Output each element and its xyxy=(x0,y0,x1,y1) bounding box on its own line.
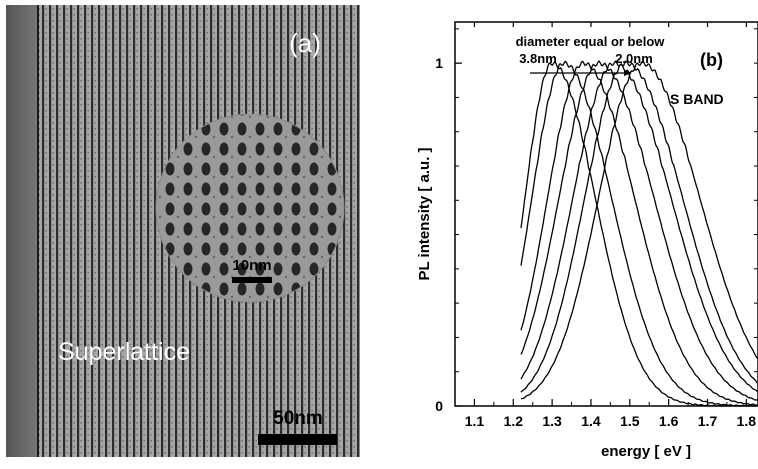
superlattice-label: Superlattice xyxy=(58,338,190,366)
substrate-edge xyxy=(6,5,38,457)
y-tick-label: 0 xyxy=(435,398,443,414)
inset-scale-label: 10nm xyxy=(232,257,271,274)
inset-scale-bar xyxy=(232,277,272,283)
band-label: S BAND xyxy=(670,91,724,107)
x-axis-ticks: 1.1 1.2 1.3 1.4 1.5 1.6 1.7 1.8 xyxy=(465,22,757,429)
y-tick-label: 1 xyxy=(435,55,443,71)
pl-curve xyxy=(520,60,758,393)
main-scale-bar xyxy=(258,434,337,445)
pl-curve xyxy=(520,60,758,401)
y-axis-ticks: 01 xyxy=(435,28,758,414)
pl-curve xyxy=(520,60,758,393)
tem-image: 10nm (a) Superlattice 50nm xyxy=(6,5,360,457)
x-tick-label: 1.1 xyxy=(465,413,485,429)
x-tick-label: 1.5 xyxy=(620,413,640,429)
x-tick-label: 1.7 xyxy=(698,413,718,429)
x-tick-label: 1.4 xyxy=(581,413,601,429)
pl-curve xyxy=(520,60,758,407)
pl-curve xyxy=(520,60,758,400)
pl-chart: 1.1 1.2 1.3 1.4 1.5 1.6 1.7 1.8 01 energy [ eV … xyxy=(416,21,758,460)
x-tick-label: 1.8 xyxy=(737,413,757,429)
inset-hrtem-circle xyxy=(155,113,345,303)
panel-b-label: (b) xyxy=(700,50,723,70)
annotation-left-diameter: 3.8nm xyxy=(519,51,557,66)
main-scale-label: 50nm xyxy=(273,408,323,429)
y-axis-label: PL intensity [ a.u. ] xyxy=(416,147,433,280)
pl-curve xyxy=(520,60,758,407)
annotation-right-diameter: 2.0nm xyxy=(615,51,653,66)
x-tick-label: 1.3 xyxy=(542,413,562,429)
annotation-title: diameter equal or below xyxy=(516,34,666,49)
panel-a-label: (a) xyxy=(289,28,321,58)
pl-curves xyxy=(520,60,758,407)
x-tick-label: 1.2 xyxy=(504,413,524,429)
plot-frame xyxy=(454,21,758,407)
pl-curve xyxy=(520,60,758,406)
tem-micrograph-panel: 10nm (a) Superlattice 50nm xyxy=(0,0,380,464)
annotation-arrow-head xyxy=(624,70,632,76)
x-tick-label: 1.6 xyxy=(659,413,679,429)
x-axis-label: energy [ eV ] xyxy=(601,443,691,460)
